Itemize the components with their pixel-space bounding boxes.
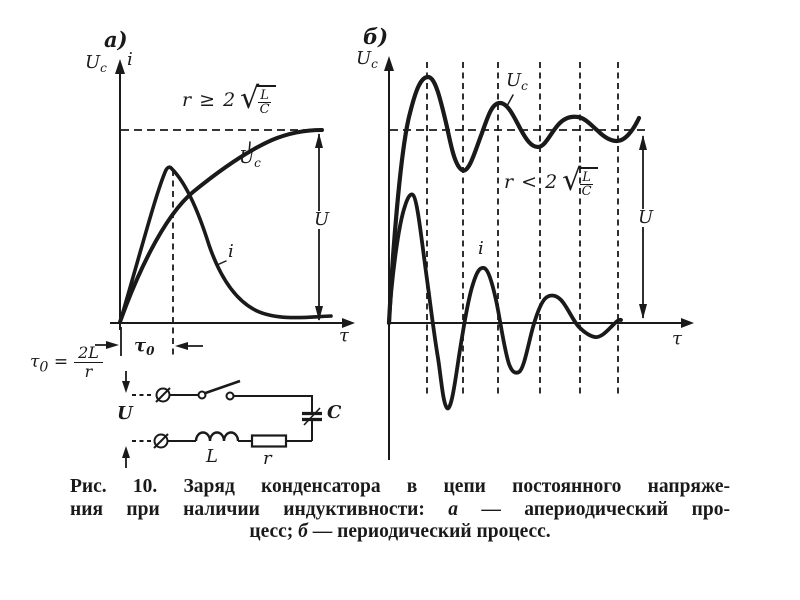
- panel-b-x-axis-label: τ: [672, 328, 682, 349]
- panel-b-x-axis-arrow-icon: [681, 318, 694, 328]
- panel-a-condition-formula: r ≥ 2 √ L C: [182, 84, 276, 116]
- panel-a-guides: [121, 129, 323, 356]
- panel-b-y-axis-arrow-icon: [384, 56, 394, 71]
- caption-line-2: ния при наличии индуктивности: а — апери…: [70, 498, 731, 520]
- panel-b-i-curve-label: i: [478, 238, 484, 259]
- circuit-diagram: [122, 371, 322, 468]
- radical-icon: √ L C: [240, 84, 276, 116]
- radical-icon: √ L C: [562, 166, 598, 198]
- panel-b-u-dimension: [639, 135, 647, 319]
- circuit-top-wire-2: [234, 395, 313, 412]
- panel-a-x-axis-arrow-icon: [342, 318, 355, 328]
- panel-b-u-arrow-up-icon: [639, 135, 647, 150]
- figure-line-art: [95, 56, 694, 468]
- panel-a-uc-label-leader: [248, 141, 251, 154]
- circuit-capacitor-label: C: [327, 402, 342, 423]
- panel-b-uc-label-leader: [506, 94, 514, 107]
- circuit-terminal-bottom-icon: [153, 433, 169, 449]
- panel-a-uc-curve: [118, 128, 324, 324]
- circuit-terminal-bottom-slash: [153, 433, 169, 449]
- circuit-inductor-label: L: [206, 446, 218, 467]
- panel-a-u-level-label: U: [310, 211, 334, 229]
- panel-a-y-axis-label-i: i: [127, 49, 133, 70]
- panel-a-i-curve-label: i: [228, 241, 234, 262]
- panel-b-i-curve: [387, 192, 623, 410]
- tau0-formula: τ0 = 2L r: [30, 345, 103, 384]
- panel-b-tag: б): [363, 24, 389, 49]
- panel-a-x-axis-label: τ: [339, 325, 349, 346]
- panel-a-i-label-leader: [216, 260, 227, 266]
- circuit-terminal-top-slash: [155, 387, 171, 403]
- source-arrow-bottom-icon: [122, 446, 130, 458]
- panel-a-i-curve: [118, 165, 333, 324]
- caption-line-3: цесс; б — периодический процесс.: [249, 521, 551, 542]
- panel-a-tau0-dimension: [95, 327, 203, 356]
- panel-b-condition-formula: r < 2 √ L C: [504, 166, 598, 198]
- switch-contact-left-icon: [197, 390, 207, 400]
- resistor-body: [250, 434, 288, 448]
- switch-blade: [203, 379, 241, 395]
- circuit-resistor-label: r: [263, 448, 272, 469]
- panel-b-curves: [386, 74, 642, 410]
- circuit-source-label: U: [117, 403, 133, 424]
- source-arrow-top-icon: [122, 381, 130, 393]
- panel-a-uc-curve-label: Uc: [239, 147, 261, 170]
- panel-a-tau0-mark: τ0: [134, 335, 155, 358]
- panel-a-u-arrow-up-icon: [315, 133, 323, 148]
- figure-caption: Рис. 10. Заряд конденсатора в цепи посто…: [70, 476, 730, 544]
- panel-b-y-axis-label-uc: Uc: [356, 48, 378, 71]
- panel-a-curves: [118, 128, 333, 324]
- panel-a-tag: а): [104, 27, 128, 52]
- panel-b-uc-curve-label: Uc: [506, 70, 528, 93]
- panel-a-y-axis-arrow-icon: [115, 59, 125, 74]
- panel-b-guides: [390, 62, 650, 396]
- tau0-right-arrow-icon: [175, 342, 188, 350]
- capacitor-slash: [303, 407, 321, 426]
- panel-b-u-arrow-down-icon: [639, 304, 647, 319]
- caption-line-1: Рис. 10. Заряд конденсатора в цепи посто…: [70, 476, 730, 497]
- panel-b-axes: [384, 56, 694, 460]
- panel-a-y-axis-label-uc: Uc: [85, 52, 107, 75]
- circuit-terminal-top-icon: [155, 387, 171, 403]
- inductor-coil: [194, 431, 240, 442]
- panel-a-u-arrow-down-icon: [315, 306, 323, 321]
- panel-b-uc-curve: [386, 74, 642, 326]
- panel-b-u-level-label: U: [634, 209, 658, 227]
- panel-a-axes: [110, 59, 355, 330]
- switch-contact-right-icon: [225, 391, 235, 401]
- tau0-left-arrow-icon: [106, 341, 119, 349]
